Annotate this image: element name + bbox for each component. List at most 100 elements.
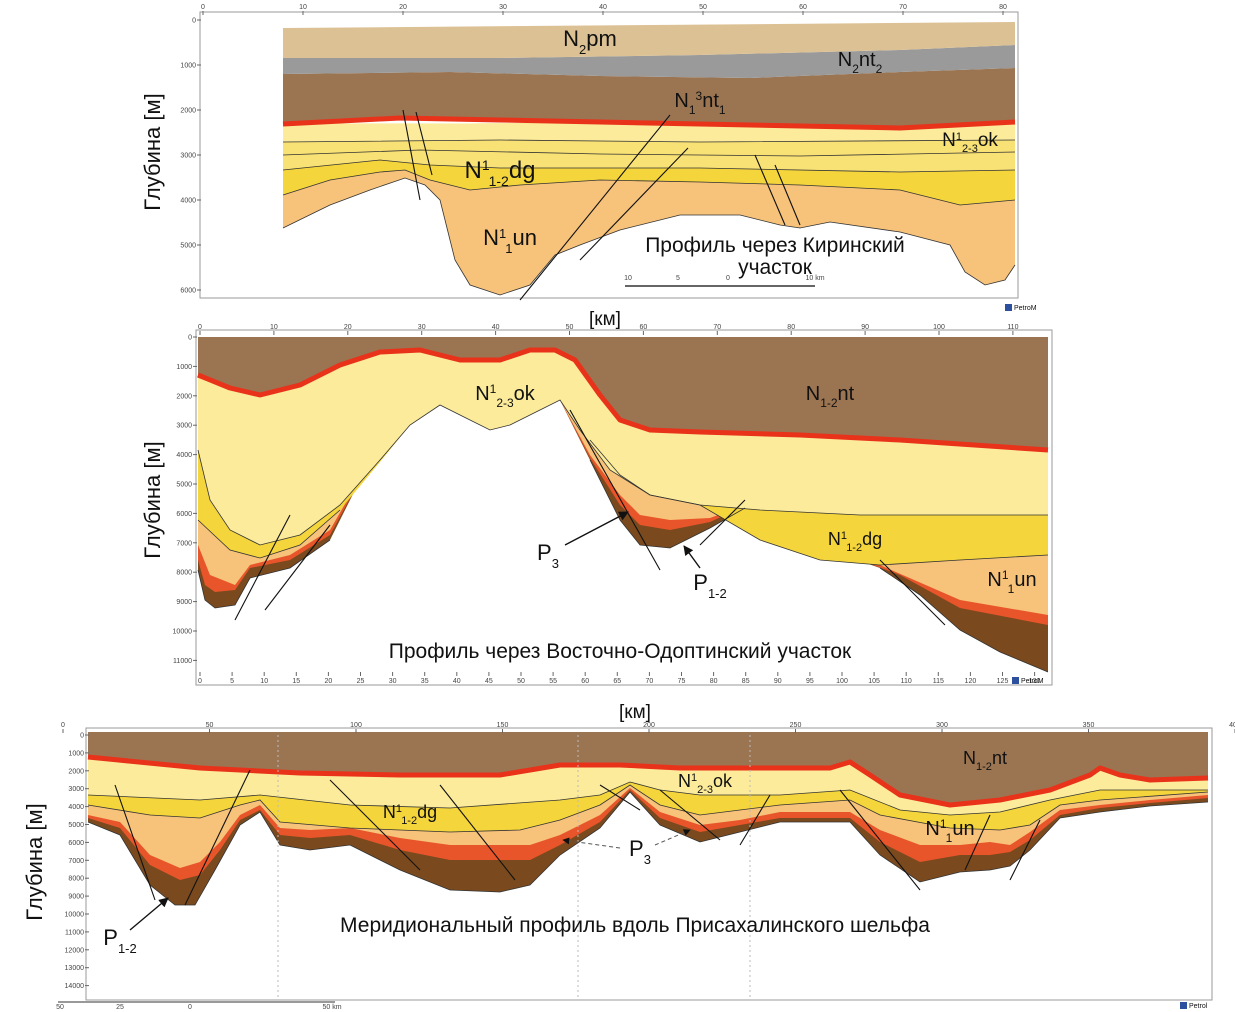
y-axis-label: Глубина [м] — [140, 441, 165, 559]
y-axis-label: Глубина [м] — [140, 93, 165, 211]
unit-label-part: N — [828, 529, 841, 549]
unit-label-part: N — [475, 383, 489, 405]
y-tick-label: 9000 — [68, 894, 84, 901]
x-tick-label: 400 — [1229, 722, 1235, 729]
x-tick-label: 10 — [299, 4, 307, 11]
y-tick-label: 7000 — [176, 540, 192, 547]
y-tick-label: 8000 — [68, 876, 84, 883]
x-tick-label: 15 — [292, 678, 300, 685]
x-tick-label: 85 — [742, 678, 750, 685]
y-tick-label: 4000 — [68, 804, 84, 811]
unit-label-part: 2-3 — [697, 784, 713, 796]
unit-label-part: 2-3 — [962, 143, 978, 155]
x-tick-label: 0 — [198, 678, 202, 685]
unit-label-part: 2 — [579, 42, 586, 57]
unit-label-part: un — [952, 818, 974, 840]
x-tick-label: 65 — [613, 678, 621, 685]
x-tick-label: 90 — [861, 324, 869, 331]
x-tick-label: 55 — [549, 678, 557, 685]
logo-icon — [1180, 1002, 1187, 1009]
unit-label-part: N — [925, 818, 939, 840]
unit-label-part: P — [103, 925, 118, 950]
x-tick-label: 75 — [678, 678, 686, 685]
x-tick-label: 100 — [933, 324, 945, 331]
x-tick-label: 50 — [206, 722, 214, 729]
x-tick-label: 20 — [325, 678, 333, 685]
scale-bar-label: 50 — [56, 1004, 64, 1011]
x-tick-label: 60 — [640, 324, 648, 331]
profile-east-odoptu — [196, 330, 1052, 685]
x-tick-label: 250 — [790, 722, 802, 729]
x-tick-label: 10 — [260, 678, 268, 685]
unit-label-part: 1 — [499, 226, 506, 241]
scale-bar-label: 10 km — [805, 275, 824, 282]
unit-label-part: pm — [586, 26, 617, 51]
x-tick-label: 105 — [868, 678, 880, 685]
unit-label-part: ok — [978, 130, 999, 151]
y-tick-label: 2000 — [176, 393, 192, 400]
x-tick-label: 40 — [492, 324, 500, 331]
x-tick-label: 5 — [230, 678, 234, 685]
unit-label-part: N — [464, 157, 481, 184]
x-tick-label: 50 — [566, 324, 574, 331]
unit-label-part: 2-3 — [496, 396, 514, 410]
unit-label-part: N — [942, 130, 956, 151]
x-tick-label: 10 — [270, 324, 278, 331]
profile-meridional — [58, 728, 1212, 1002]
x-tick-label: 40 — [453, 678, 461, 685]
unit-label-part: dg — [862, 529, 882, 549]
x-tick-label: 20 — [399, 4, 407, 11]
y-tick-label: 2000 — [180, 108, 196, 115]
y-tick-label: 0 — [80, 733, 84, 740]
x-tick-label: 20 — [344, 324, 352, 331]
x-tick-label: 25 — [357, 678, 365, 685]
y-tick-label: 10000 — [65, 912, 85, 919]
y-tick-label: 3000 — [180, 153, 196, 160]
logo-icon — [1005, 304, 1012, 311]
y-tick-label: 12000 — [65, 947, 85, 954]
unit-label-part: 1 — [490, 382, 497, 396]
unit-label-part: nt — [992, 748, 1007, 768]
x-tick-label: 100 — [836, 678, 848, 685]
y-tick-label: 7000 — [68, 858, 84, 865]
unit-label-part: un — [512, 225, 536, 250]
unit-label-part: N — [483, 225, 499, 250]
y-tick-label: 1000 — [68, 750, 84, 757]
y-tick-label: 11000 — [173, 658, 192, 665]
profile-title: Меридиональный профиль вдоль Присахалинс… — [340, 914, 930, 937]
figure: 0102030405060708001000200030004000500060… — [0, 0, 1235, 1012]
scale-bar-label: 10 — [624, 275, 632, 282]
x-tick-label: 45 — [485, 678, 493, 685]
y-tick-label: 1000 — [176, 364, 192, 371]
unit-label-part: 1-2 — [976, 761, 992, 773]
y-tick-label: 3000 — [68, 786, 84, 793]
x-tick-label: 0 — [201, 4, 205, 11]
unit-label-part: N — [963, 748, 976, 768]
unit-label-part: 1-2 — [708, 586, 727, 601]
unit-label-part: un — [1014, 569, 1036, 591]
unit-label-part: P — [629, 836, 644, 861]
y-tick-label: 0 — [188, 335, 192, 342]
unit-label-part: N — [838, 49, 852, 71]
y-tick-label: 14000 — [65, 983, 85, 990]
y-tick-label: 6000 — [180, 288, 196, 295]
y-tick-label: 1000 — [180, 63, 196, 70]
unit-label-part: N — [674, 90, 688, 112]
unit-label-part: 1 — [719, 103, 726, 117]
x-tick-label: 200 — [643, 722, 655, 729]
x-tick-label: 80 — [710, 678, 718, 685]
unit-label-part: N — [806, 383, 820, 405]
y-tick-label: 4000 — [176, 452, 192, 459]
y-tick-label: 5000 — [176, 482, 192, 489]
unit-label-part: 1 — [505, 241, 512, 256]
scale-bar-label: 25 — [116, 1004, 124, 1011]
unit-label-part: N — [987, 569, 1001, 591]
x-tick-label: 115 — [933, 678, 944, 685]
unit-label-part: 3 — [552, 556, 559, 571]
unit-label-part: dg — [509, 157, 536, 184]
y-tick-label: 2000 — [68, 768, 84, 775]
unit-label-part: nt — [859, 49, 876, 71]
unit-label-part: N — [563, 26, 579, 51]
profile-title: участок — [738, 256, 813, 279]
logo: PetroM — [1014, 305, 1037, 312]
